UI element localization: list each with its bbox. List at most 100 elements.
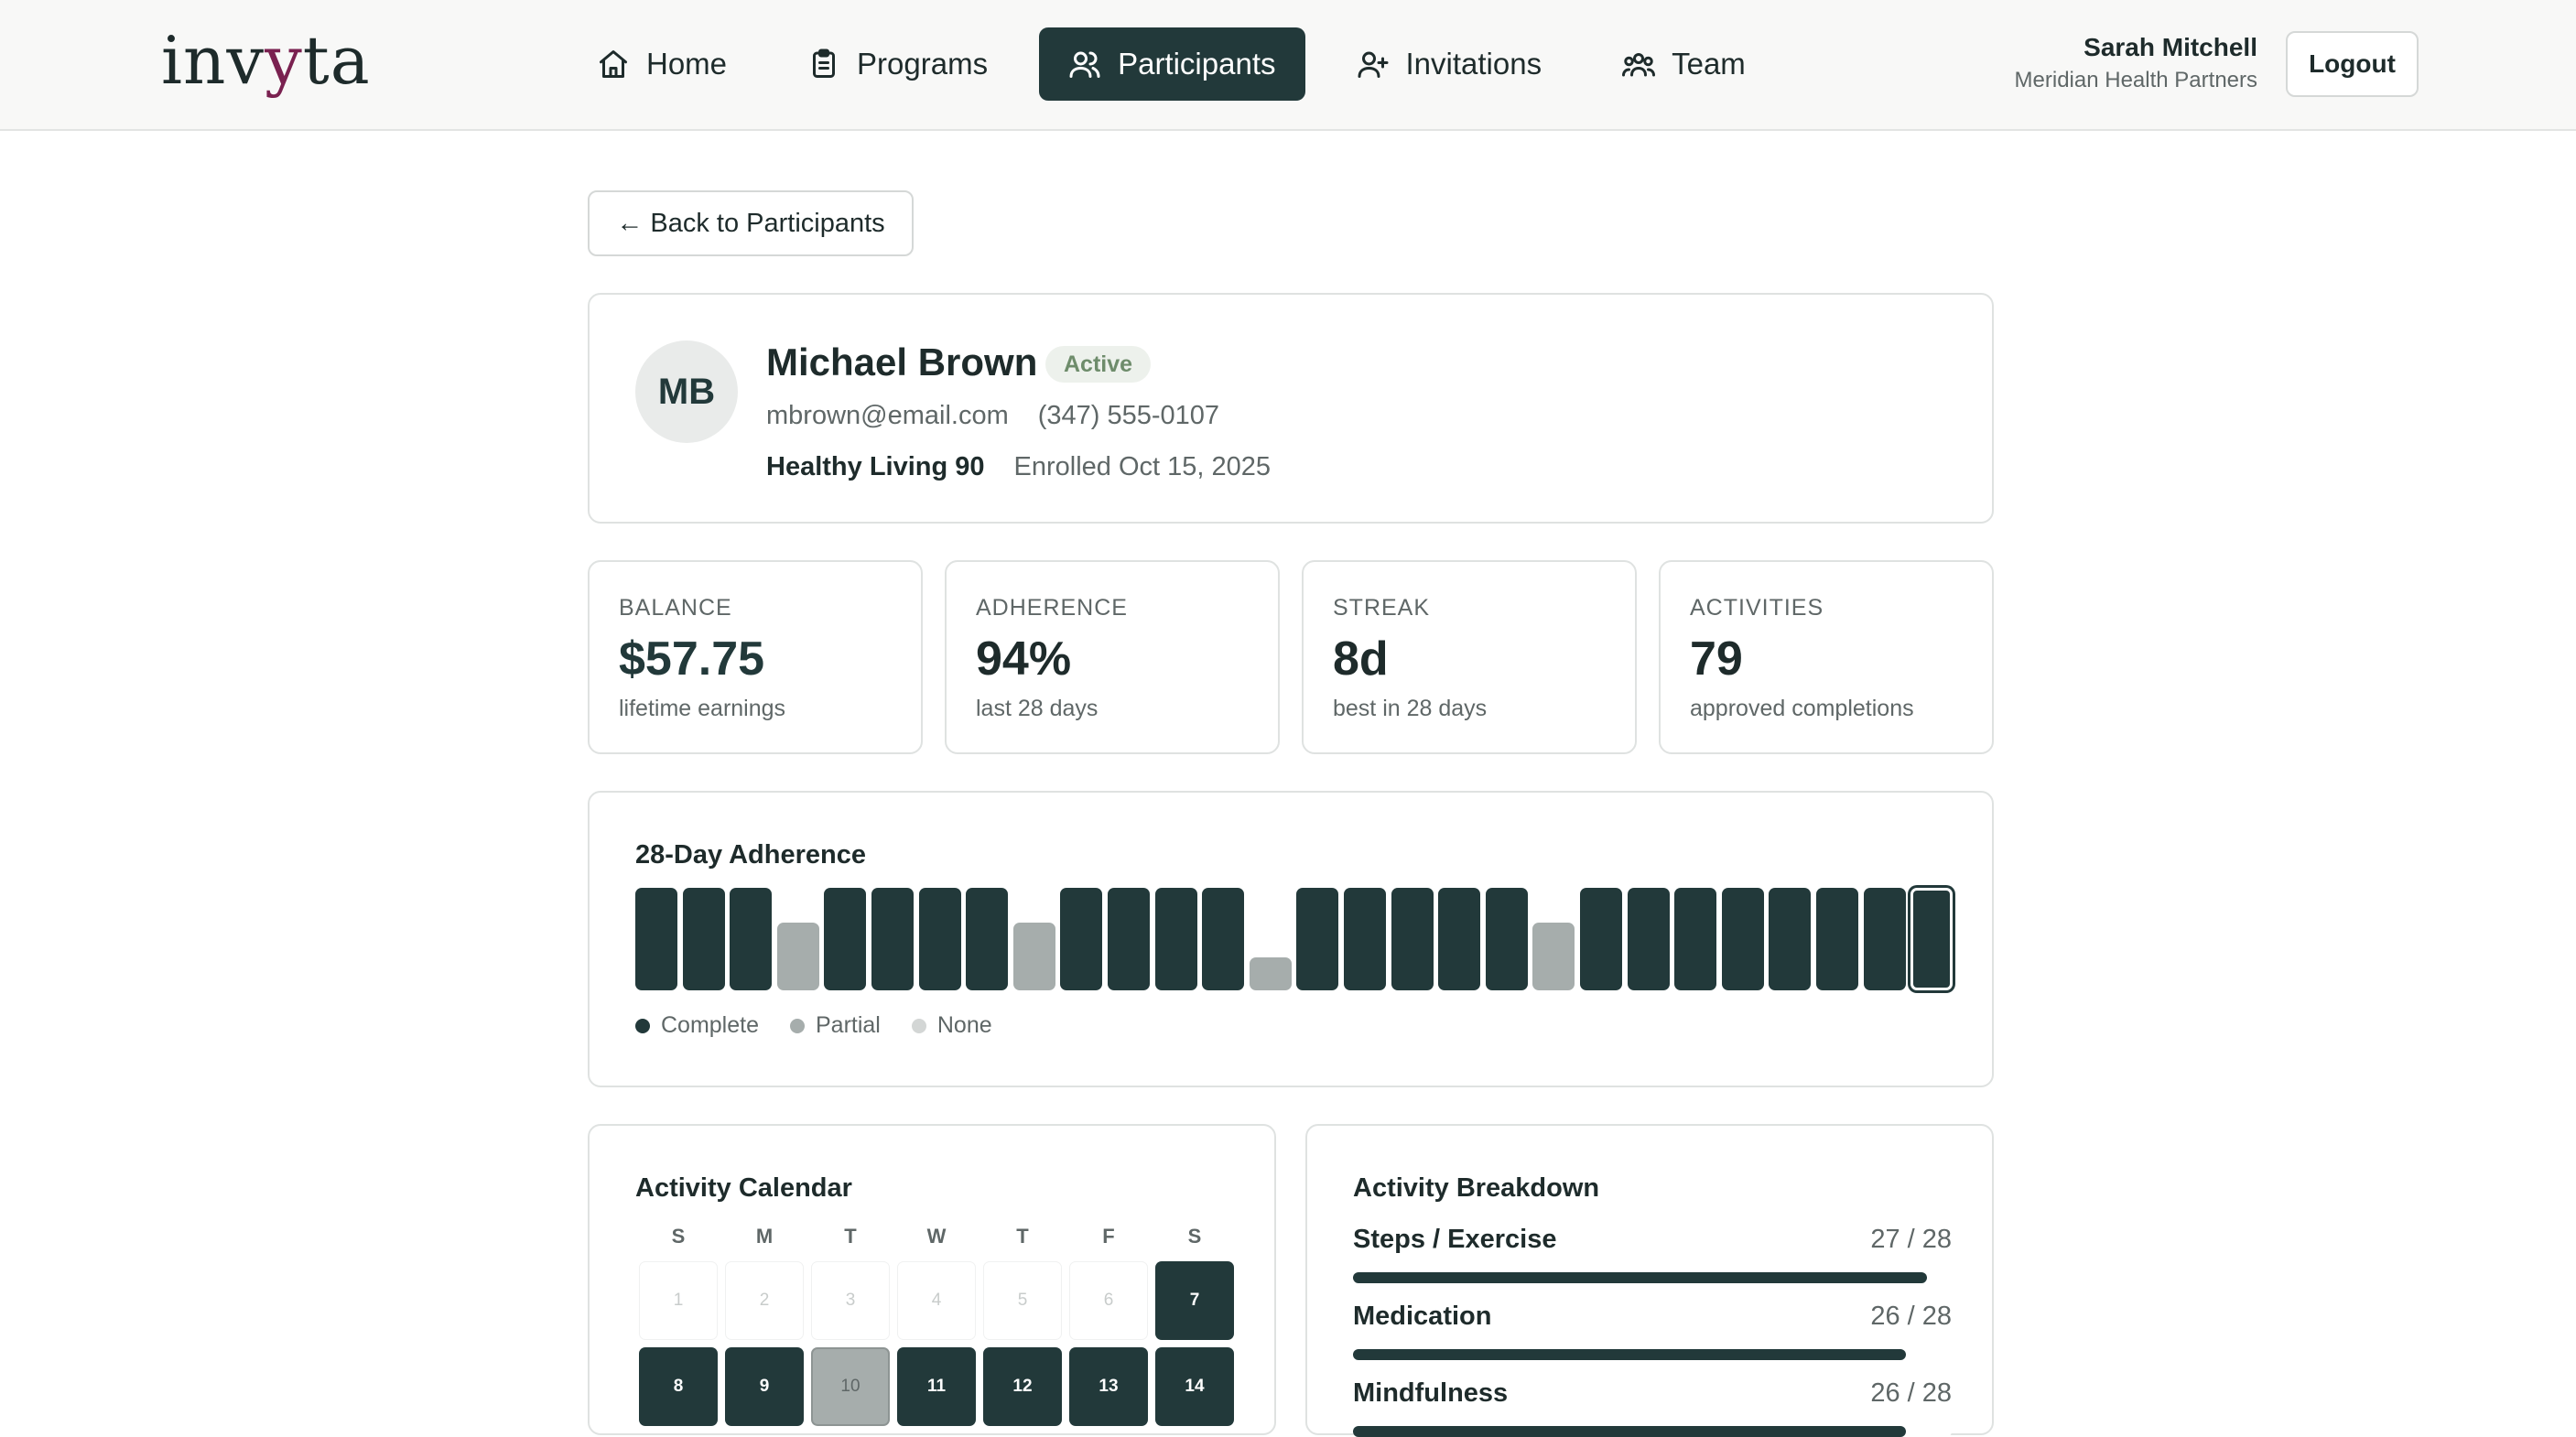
adherence-day-bar[interactable] xyxy=(966,888,1008,990)
stat-value: $57.75 xyxy=(619,632,765,686)
nav-invitations[interactable]: Invitations xyxy=(1327,27,1572,101)
stat-card-balance: BALANCE $57.75 lifetime earnings xyxy=(588,560,923,754)
breakdown-title: Activity Breakdown xyxy=(1353,1173,1600,1203)
adherence-day-bar[interactable] xyxy=(1816,888,1858,990)
adherence-day-bar[interactable] xyxy=(1532,923,1575,990)
adherence-day-bar[interactable] xyxy=(1438,888,1480,990)
adherence-card: 28-Day Adherence Complete Partial None xyxy=(588,791,1994,1087)
stat-label: BALANCE xyxy=(619,595,732,621)
adherence-day-bar[interactable] xyxy=(1202,888,1244,990)
adherence-day-bar[interactable] xyxy=(1155,888,1197,990)
breakdown-progress-fill xyxy=(1353,1272,1928,1283)
current-user: Sarah Mitchell Meridian Health Partners xyxy=(2015,33,2257,93)
user-name: Sarah Mitchell xyxy=(2084,33,2257,61)
participant-name: Michael Brown xyxy=(766,340,1038,384)
team-icon xyxy=(1622,53,1656,77)
stat-value: 8d xyxy=(1333,632,1389,686)
stat-card-adherence: ADHERENCE 94% last 28 days xyxy=(945,560,1280,754)
calendar-day[interactable]: 11 xyxy=(897,1347,976,1426)
breakdown-progress-fill xyxy=(1353,1426,1907,1437)
status-badge: Active xyxy=(1045,346,1152,383)
calendar-day[interactable]: 13 xyxy=(1069,1347,1148,1426)
adherence-day-bar[interactable] xyxy=(1722,888,1764,990)
nav-programs-label: Programs xyxy=(857,47,989,81)
nav-participants[interactable]: Participants xyxy=(1039,27,1305,101)
activity-breakdown-card: Activity Breakdown Steps / Exercise 27 / … xyxy=(1305,1124,1994,1437)
weekday-label: S xyxy=(671,1225,686,1248)
logout-button[interactable]: Logout xyxy=(2286,31,2419,97)
adherence-day-bar[interactable] xyxy=(1250,957,1292,990)
calendar-day[interactable]: 4 xyxy=(897,1261,976,1340)
nav-home[interactable]: Home xyxy=(568,27,756,101)
enrollment-date: Enrolled Oct 15, 2025 xyxy=(1013,452,1272,481)
breakdown-activity-count: 27 / 28 xyxy=(1870,1225,1952,1254)
adherence-day-bar[interactable] xyxy=(1296,888,1338,990)
calendar-day[interactable]: 1 xyxy=(639,1261,718,1340)
calendar-day[interactable]: 14 xyxy=(1155,1347,1234,1426)
adherence-day-bar[interactable] xyxy=(1391,888,1434,990)
adherence-day-bar[interactable] xyxy=(824,888,866,990)
calendar-day[interactable]: 9 xyxy=(725,1347,804,1426)
adherence-day-bar[interactable] xyxy=(1486,888,1528,990)
top-navigation-bar: invyta Home Programs Participants Invita… xyxy=(0,0,2576,131)
adherence-day-bar[interactable] xyxy=(1580,888,1622,990)
adherence-day-bar[interactable] xyxy=(1013,923,1055,990)
weekday-label: M xyxy=(755,1225,774,1248)
legend-partial: Partial xyxy=(790,1012,881,1039)
legend-label: Partial xyxy=(816,1012,881,1038)
stat-caption: approved completions xyxy=(1690,696,1914,721)
avatar: MB xyxy=(635,340,738,443)
back-to-participants-button[interactable]: ← Back to Participants xyxy=(588,190,914,256)
weekday-label: S xyxy=(1187,1225,1202,1248)
adherence-day-bar[interactable] xyxy=(1628,888,1670,990)
adherence-day-bar[interactable] xyxy=(871,888,914,990)
calendar-day[interactable]: 7 xyxy=(1155,1261,1234,1340)
breakdown-activity-count: 26 / 28 xyxy=(1870,1302,1952,1331)
adherence-day-bar[interactable] xyxy=(1674,888,1716,990)
stat-card-activities: ACTIVITIES 79 approved completions xyxy=(1659,560,1994,754)
adherence-day-bar[interactable] xyxy=(1344,888,1386,990)
program-name: Healthy Living 90 xyxy=(766,452,985,481)
adherence-day-bar[interactable] xyxy=(635,888,677,990)
clipboard-icon xyxy=(813,49,836,78)
stat-label: ACTIVITIES xyxy=(1690,595,1824,621)
invyta-logo[interactable]: invyta xyxy=(161,22,371,99)
stat-value: 79 xyxy=(1690,632,1743,686)
calendar-day[interactable]: 2 xyxy=(725,1261,804,1340)
calendar-day[interactable]: 10 xyxy=(811,1347,890,1426)
adherence-day-bar[interactable] xyxy=(1060,888,1102,990)
legend-label: Complete xyxy=(661,1012,759,1038)
adherence-day-bar[interactable] xyxy=(683,888,725,990)
weekday-label: T xyxy=(1016,1225,1029,1248)
participant-phone[interactable]: (347) 555-0107 xyxy=(1037,401,1220,430)
adherence-day-bar[interactable] xyxy=(1769,888,1811,990)
breakdown-activity-name: Medication xyxy=(1353,1302,1492,1331)
adherence-day-bar[interactable] xyxy=(777,923,819,990)
nav-programs[interactable]: Programs xyxy=(778,27,1017,101)
legend-label: None xyxy=(936,1012,992,1038)
calendar-title: Activity Calendar xyxy=(635,1173,852,1203)
calendar-day[interactable]: 5 xyxy=(983,1261,1062,1340)
nav-invitations-label: Invitations xyxy=(1405,47,1542,81)
adherence-day-bar[interactable] xyxy=(1864,888,1906,990)
nav-team-label: Team xyxy=(1672,47,1746,81)
adherence-day-bar[interactable] xyxy=(1108,888,1150,990)
breakdown-progress-fill xyxy=(1353,1349,1907,1360)
adherence-day-bar[interactable] xyxy=(730,888,772,990)
user-organization: Meridian Health Partners xyxy=(2014,68,2257,92)
breakdown-activity-name: Mindfulness xyxy=(1353,1378,1509,1408)
breakdown-progress-track xyxy=(1353,1349,1952,1360)
adherence-day-bar[interactable] xyxy=(919,888,961,990)
calendar-day[interactable]: 8 xyxy=(639,1347,718,1426)
stat-caption: last 28 days xyxy=(976,696,1099,721)
calendar-day[interactable]: 12 xyxy=(983,1347,1062,1426)
adherence-bars xyxy=(635,888,1953,990)
participant-email[interactable]: mbrown@email.com xyxy=(766,401,1009,430)
calendar-day[interactable]: 3 xyxy=(811,1261,890,1340)
calendar-day[interactable]: 6 xyxy=(1069,1261,1148,1340)
adherence-day-bar[interactable] xyxy=(1910,888,1953,990)
user-plus-icon xyxy=(1358,51,1388,78)
nav-team[interactable]: Team xyxy=(1593,27,1775,101)
legend-dot xyxy=(635,1018,650,1033)
